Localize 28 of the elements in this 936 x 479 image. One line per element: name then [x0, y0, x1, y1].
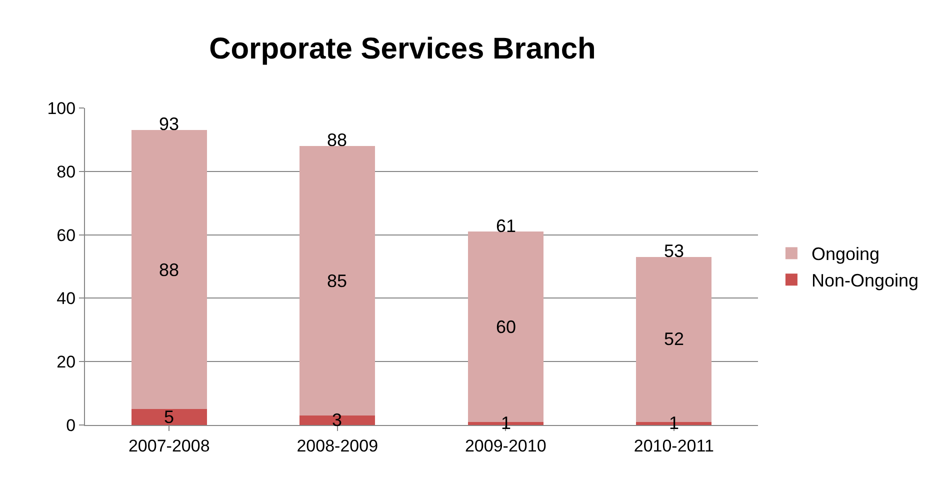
x-tick-label: 2007-2008 — [128, 436, 210, 456]
bar — [300, 415, 376, 425]
data-label: 60 — [496, 317, 516, 337]
bar — [131, 130, 207, 410]
data-label: 88 — [159, 260, 180, 280]
x-tick-label: 2010-2011 — [634, 436, 714, 456]
data-label: 5 — [164, 407, 174, 427]
data-label: 1 — [669, 413, 680, 433]
chart-title: Corporate Services Branch — [209, 32, 596, 66]
data-label: 85 — [327, 271, 348, 291]
y-tick-label: 100 — [47, 98, 76, 118]
data-label: 1 — [501, 413, 512, 433]
total-label: 53 — [664, 241, 684, 261]
y-tick-label: 60 — [56, 226, 76, 245]
data-label: 52 — [664, 329, 684, 349]
legend-label: Non-Ongoing — [811, 270, 919, 291]
bar — [131, 409, 207, 425]
x-tick-label: 2009-2010 — [464, 436, 546, 456]
total-label: 61 — [496, 216, 516, 236]
legend-label: Ongoing — [811, 244, 880, 264]
y-tick-label: 80 — [56, 162, 76, 182]
data-label: 3 — [332, 410, 342, 430]
x-tick-label: 2008-2009 — [296, 436, 378, 456]
y-tick-label: 0 — [66, 416, 76, 435]
y-tick-label: 20 — [56, 352, 76, 372]
y-tick-label: 40 — [56, 289, 76, 308]
total-label: 88 — [327, 130, 348, 150]
total-label: 93 — [159, 114, 180, 134]
